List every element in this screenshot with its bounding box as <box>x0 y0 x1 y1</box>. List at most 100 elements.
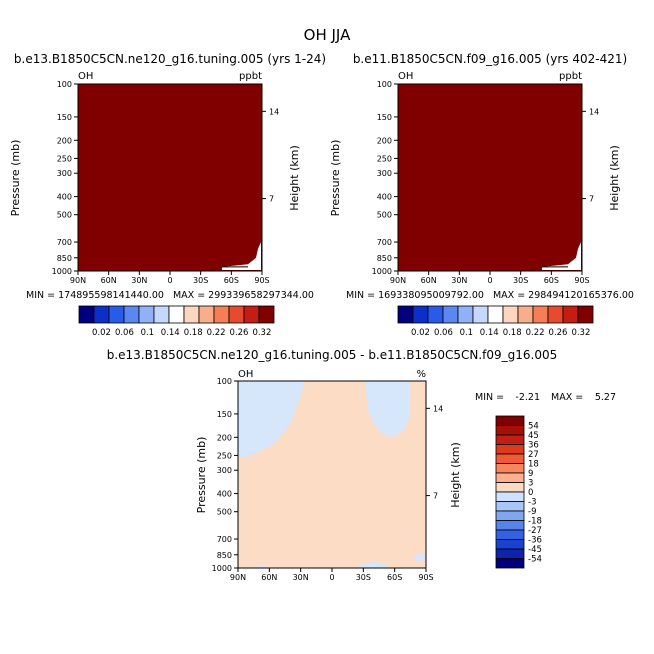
y-tick-label: 200 <box>217 433 232 442</box>
colorbar-box <box>487 305 504 324</box>
colorbar-box <box>532 305 549 324</box>
y2-tick-label: 7 <box>269 195 274 204</box>
colorbar-label: 0.18 <box>503 328 522 338</box>
colorbar-label: -27 <box>528 526 542 536</box>
colorbar-label: 0.32 <box>571 328 590 338</box>
x-tick-label: 90S <box>574 276 589 285</box>
panel-2-missing-region <box>542 242 581 270</box>
colorbar-box <box>495 444 525 455</box>
colorbar-box <box>138 305 155 324</box>
colorbar-label: 0.02 <box>411 328 430 338</box>
colorbar-label: 3 <box>528 479 533 489</box>
colorbar-box <box>198 305 215 324</box>
y-tick-label: 700 <box>57 238 72 247</box>
x-tick-label: 60N <box>101 276 117 285</box>
colorbar-box <box>495 510 525 521</box>
colorbar-label: 0.18 <box>184 328 203 338</box>
colorbar-label: 18 <box>528 460 539 470</box>
colorbar-label: 0.22 <box>207 328 226 338</box>
colorbar-box <box>577 305 594 324</box>
y-tick-label: 250 <box>217 451 232 460</box>
panel-3-ylabel: Pressure (mb) <box>195 437 208 514</box>
colorbar-box <box>258 305 275 324</box>
colorbar-box <box>495 491 525 502</box>
colorbar-label: 0.02 <box>92 328 111 338</box>
colorbar-box <box>495 482 525 493</box>
colorbar-label: 0.1 <box>460 328 474 338</box>
panel-1-stats: MIN = 174895598141440.00 MAX = 299339658… <box>26 290 314 301</box>
colorbar-label: 0.14 <box>161 328 180 338</box>
y-tick-label: 850 <box>57 254 72 263</box>
colorbar-box <box>243 305 260 324</box>
colorbar-box <box>108 305 125 324</box>
colorbar-label: 0.22 <box>526 328 545 338</box>
y-tick-label: 500 <box>57 211 72 220</box>
y-tick-label: 300 <box>217 466 232 475</box>
panel-3: b.e13.B1850C5CN.ne120_g16.tuning.005 - b… <box>107 348 616 582</box>
colorbar-box <box>495 434 525 445</box>
colorbar-box <box>168 305 185 324</box>
colorbar-label: -54 <box>528 555 542 565</box>
y2-tick-label: 14 <box>269 107 279 116</box>
colorbar-label: 0.14 <box>480 328 499 338</box>
colorbar-label: 0 <box>528 488 533 498</box>
panel-2-field <box>397 83 583 272</box>
colorbar-label: 45 <box>528 431 539 441</box>
colorbar-label: 0.26 <box>549 328 568 338</box>
x-tick-label: 90S <box>418 573 433 582</box>
y-tick-label: 100 <box>57 80 72 89</box>
colorbar-label: 0.06 <box>115 328 134 338</box>
colorbar-box <box>495 548 525 559</box>
y2-tick-label: 7 <box>589 195 594 204</box>
panel-2-title: b.e11.B1850C5CN.f09_g16.005 (yrs 402-421… <box>353 52 627 66</box>
y2-tick-label: 14 <box>433 404 443 413</box>
x-tick-label: 60N <box>261 573 277 582</box>
x-tick-label: 60S <box>387 573 402 582</box>
panel-2-axes: 90N 60N 30N 0 30S 60S 90S 100 150 200 250 300 400 500… <box>372 80 600 285</box>
colorbar-label: -18 <box>528 517 542 527</box>
y-tick-label: 400 <box>377 193 392 202</box>
colorbar-box <box>123 305 140 324</box>
y-tick-label: 850 <box>377 254 392 263</box>
x-tick-label: 60N <box>421 276 437 285</box>
colorbar-box <box>228 305 245 324</box>
colorbar-box <box>183 305 200 324</box>
y-tick-label: 700 <box>377 238 392 247</box>
panel-1-units: ppbt <box>239 71 262 82</box>
panel-1: b.e13.B1850C5CN.ne120_g16.tuning.005 (yr… <box>9 52 326 338</box>
panel-3-max-label: MAX = <box>551 392 583 403</box>
y-tick-label: 500 <box>377 211 392 220</box>
panel-1-field <box>77 83 263 272</box>
y-tick-label: 100 <box>377 80 392 89</box>
colorbar-label: -36 <box>528 536 542 546</box>
panel-3-y2label: Height (km) <box>449 442 462 508</box>
colorbar-box <box>213 305 230 324</box>
x-tick-label: 30S <box>193 276 208 285</box>
colorbar-label: 9 <box>528 469 533 479</box>
colorbar-label: -3 <box>528 498 536 508</box>
colorbar-box <box>153 305 170 324</box>
figure-title: OH JJA <box>304 26 351 44</box>
colorbar-label: 0.26 <box>230 328 249 338</box>
panel-1-axes: 90N 60N 30N 0 30S 60S 90S 100 150 200 250 300 400 500… <box>52 80 280 285</box>
y-tick-label: 150 <box>217 410 232 419</box>
colorbar-box <box>495 425 525 436</box>
x-tick-label: 0 <box>329 573 334 582</box>
x-tick-label: 30N <box>451 276 467 285</box>
x-tick-label: 90N <box>70 276 86 285</box>
panel-1-missing-region <box>222 242 261 270</box>
colorbar-label: 0.06 <box>434 328 453 338</box>
panel-3-title: b.e13.B1850C5CN.ne120_g16.tuning.005 - b… <box>107 348 558 362</box>
y-tick-label: 250 <box>377 154 392 163</box>
panel-3-negative-region-sfc-2 <box>355 562 390 568</box>
panel-1-ylabel: Pressure (mb) <box>9 140 22 217</box>
colorbar-box <box>495 415 525 426</box>
panel-1-var-label: OH <box>78 71 93 82</box>
colorbar-label: 0.32 <box>252 328 271 338</box>
y-tick-label: 400 <box>217 490 232 499</box>
x-tick-label: 60S <box>224 276 239 285</box>
panel-3-axes: 90N 60N 30N 0 30S 60S 90S 100 150 200 250 300 400 500… <box>212 377 444 582</box>
panel-2-y2label: Height (km) <box>608 145 621 211</box>
